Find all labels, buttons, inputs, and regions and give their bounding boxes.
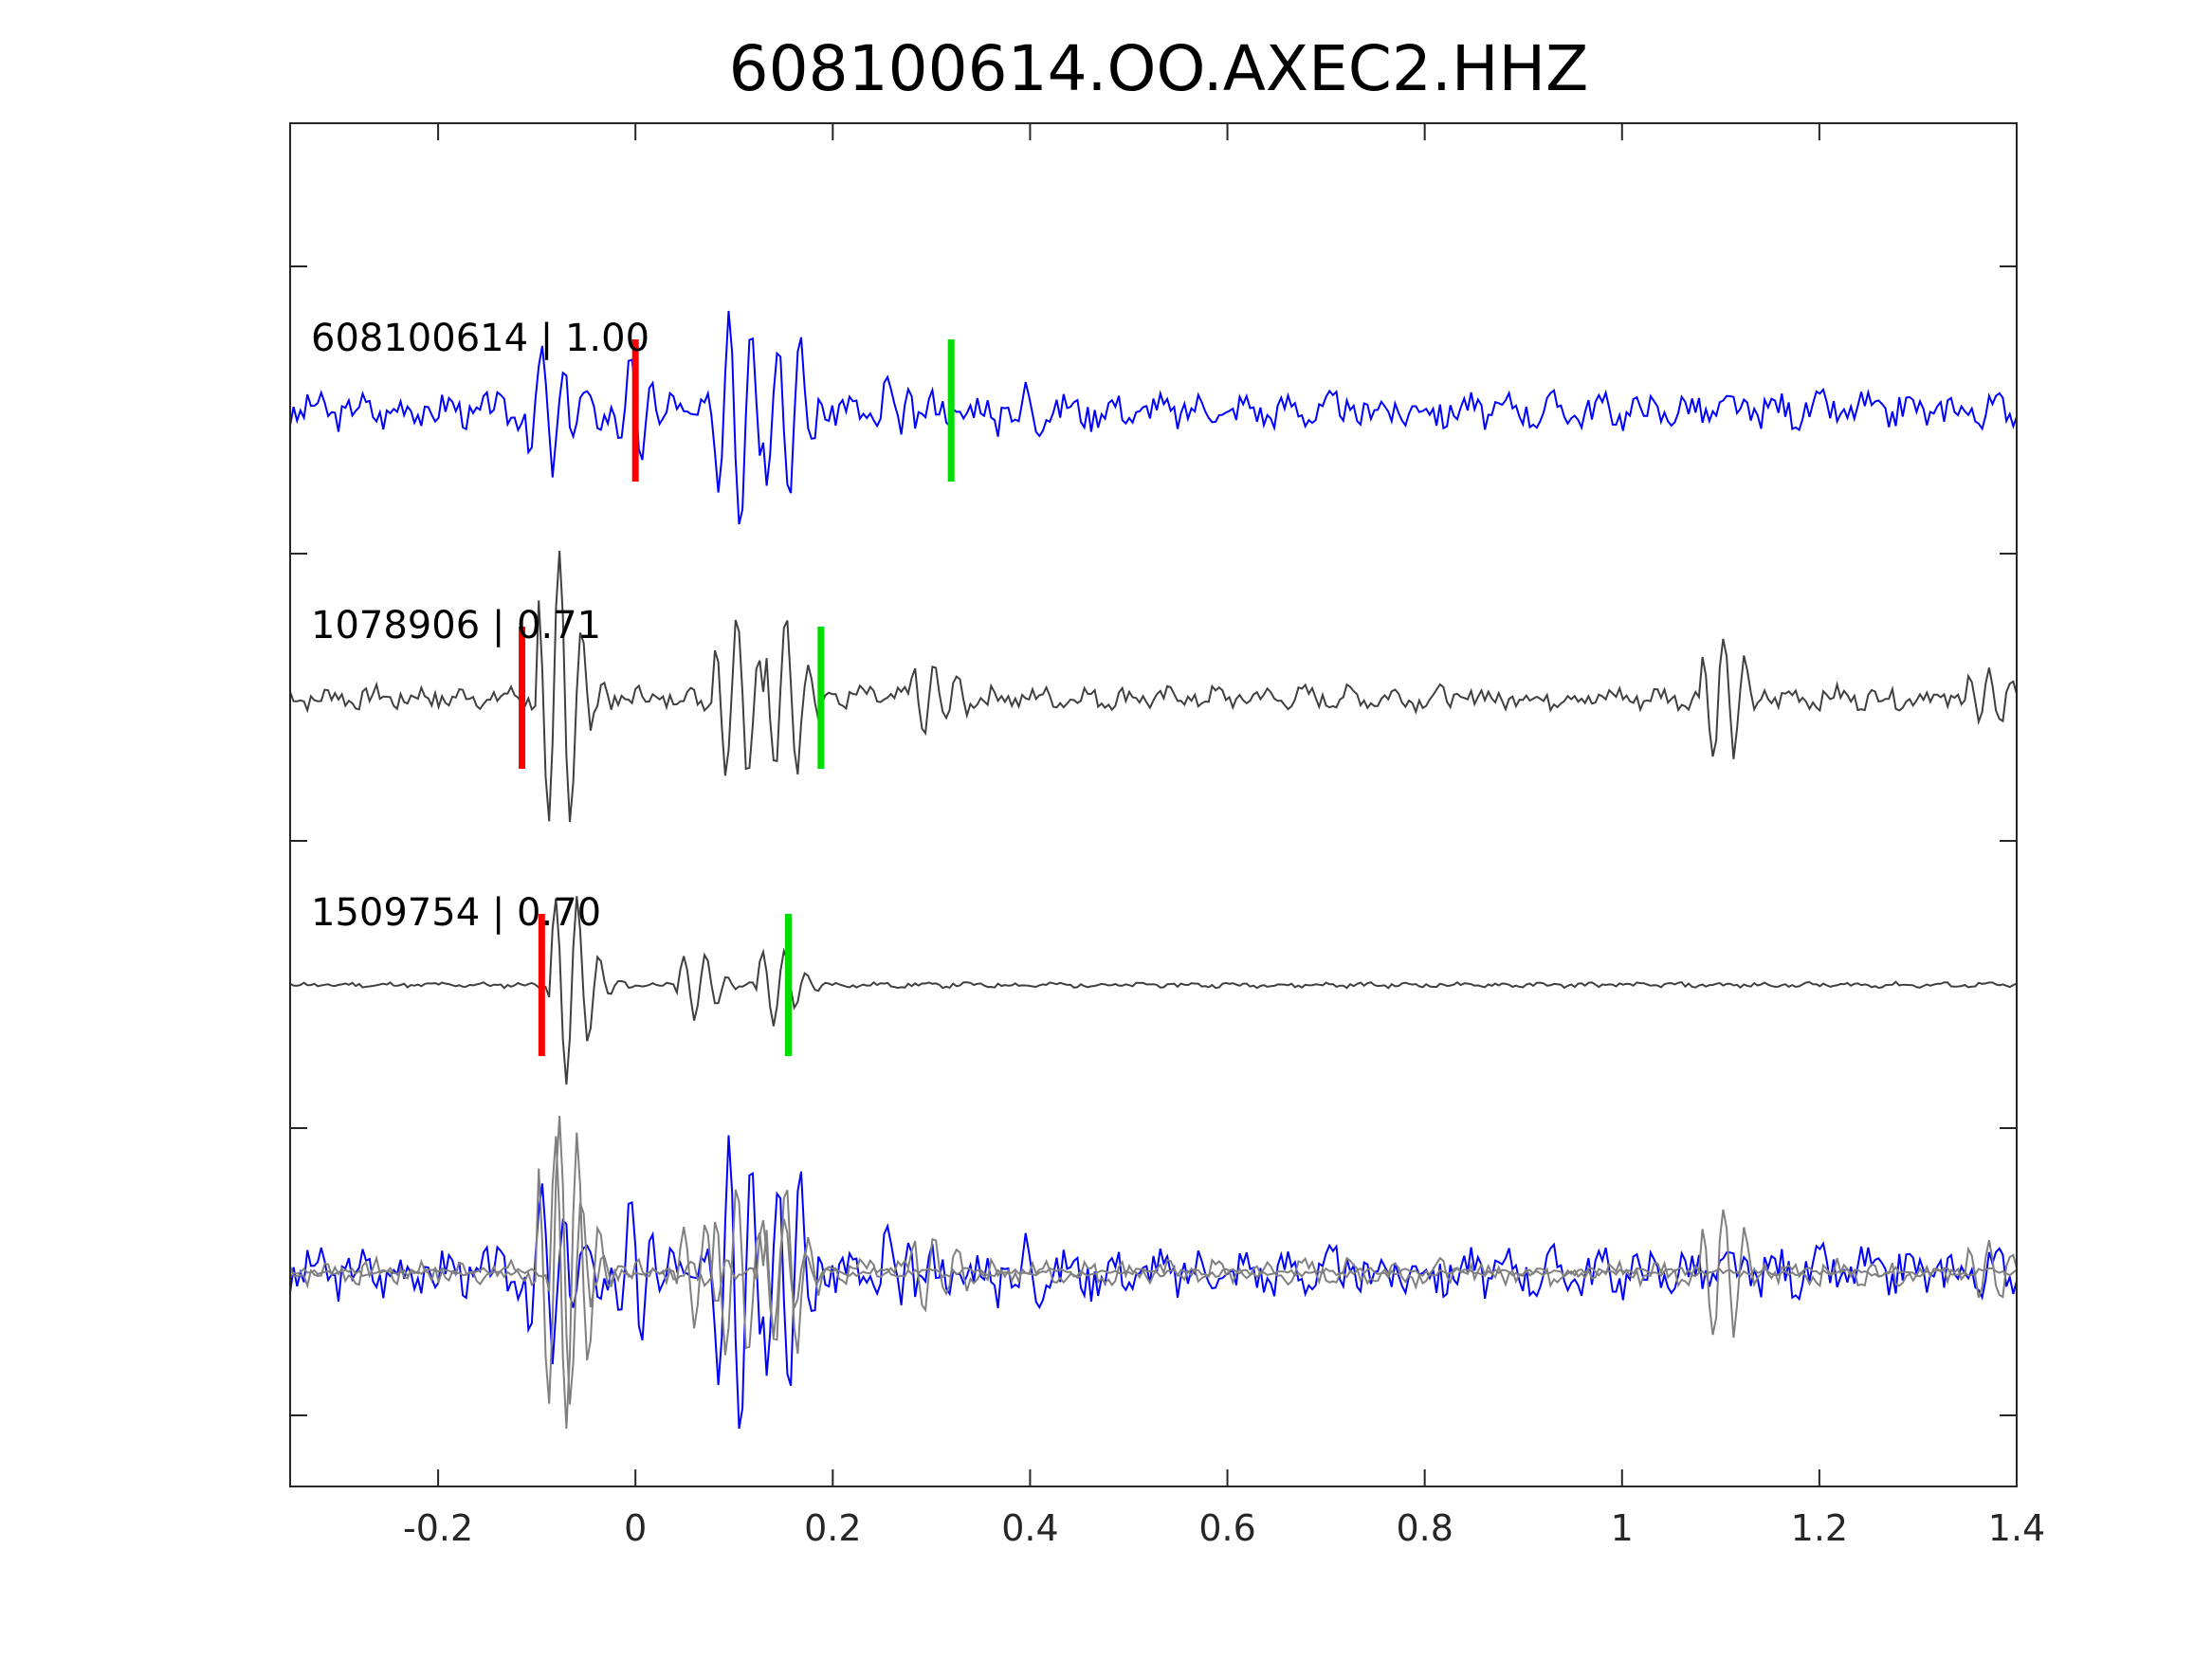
overlay-group	[289, 1115, 2018, 1430]
x-tick-label: 0.4	[1001, 1507, 1058, 1549]
plot-area: 608100614 | 1.00 1078906 | 0.71 1509754 | …	[289, 310, 2018, 1430]
axes-frame	[289, 122, 2018, 1487]
x-tick-label: 0	[624, 1507, 647, 1549]
x-tick-label: -0.2	[403, 1507, 473, 1549]
axis-ticks: -0.2 0 0.2 0.4 0.6 0.8 1 1.2 1.4	[290, 123, 2045, 1549]
waveform-1509754	[289, 896, 2018, 1085]
trace-label-1509754: 1509754 | 0.70	[311, 891, 601, 935]
trace-label-1078906: 1078906 | 0.71	[311, 604, 601, 647]
trace-label-608100614: 608100614 | 1.00	[311, 317, 649, 360]
waveform-1078906	[289, 550, 2018, 823]
overlay-waveform-1509754	[289, 1132, 2018, 1430]
chart-title: 608100614.OO.AXEC2.HHZ	[729, 32, 1589, 105]
x-tick-label: 1.2	[1791, 1507, 1848, 1549]
x-tick-label: 0.2	[804, 1507, 861, 1549]
x-tick-label: 0.6	[1198, 1507, 1255, 1549]
x-tick-label: 1	[1611, 1507, 1634, 1549]
overlay-waveform-1078906	[289, 1115, 2018, 1405]
x-tick-label: 1.4	[1988, 1507, 2045, 1549]
x-tick-label: 0.8	[1396, 1507, 1453, 1549]
waveform-608100614	[289, 310, 2018, 525]
